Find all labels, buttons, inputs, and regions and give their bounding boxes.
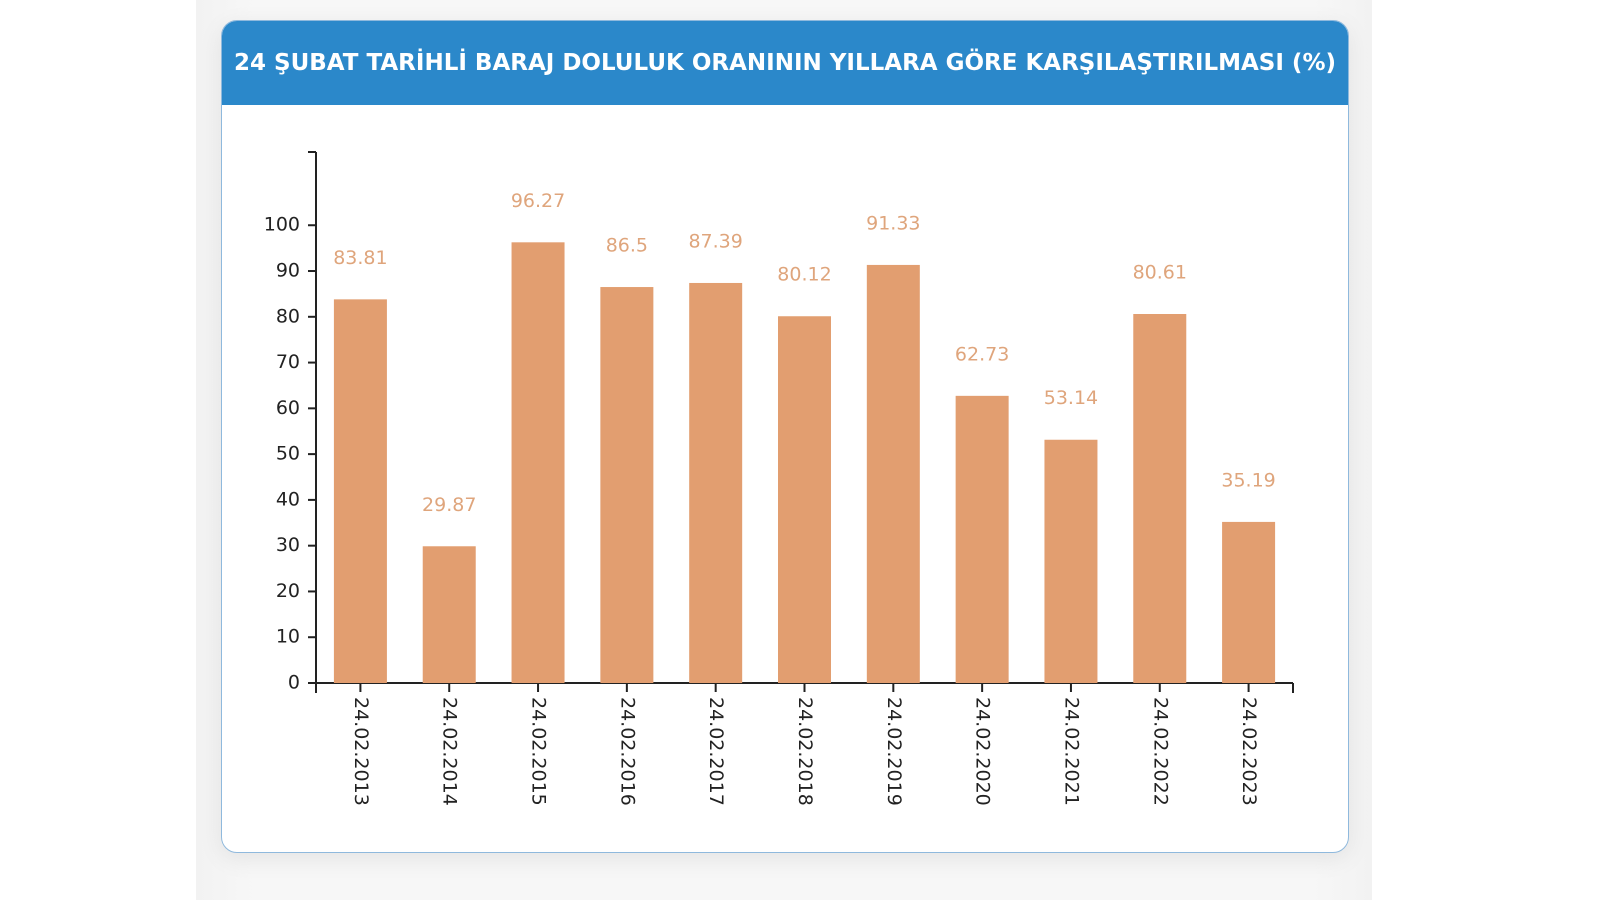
value-label: 53.14 (1044, 387, 1098, 409)
y-tick-label: 90 (276, 260, 300, 282)
x-tick-label: 24.02.2022 (1149, 697, 1171, 806)
chart-title: 24 ŞUBAT TARİHLİ BARAJ DOLULUK ORANININ … (222, 21, 1348, 105)
y-tick-label: 40 (276, 488, 300, 510)
y-tick-label: 60 (276, 397, 300, 419)
bar (866, 264, 920, 683)
value-label: 83.81 (333, 247, 387, 269)
bar (333, 299, 387, 683)
x-tick-label: 24.02.2013 (350, 697, 372, 806)
x-tick-label: 24.02.2015 (528, 697, 550, 806)
value-label: 87.39 (688, 230, 742, 252)
bar (689, 282, 743, 683)
bar (422, 546, 476, 683)
y-tick-label: 100 (264, 214, 300, 236)
bar (1133, 314, 1187, 683)
y-tick-label: 30 (276, 534, 300, 556)
value-label: 80.61 (1133, 262, 1187, 284)
value-label: 91.33 (866, 212, 920, 234)
value-label: 86.5 (606, 235, 648, 257)
bar (955, 395, 1009, 683)
x-tick-label: 24.02.2016 (616, 697, 638, 806)
x-tick-label: 24.02.2018 (794, 697, 816, 806)
bar (600, 287, 654, 683)
y-tick-label: 20 (276, 580, 300, 602)
bar (511, 242, 565, 683)
value-label: 80.12 (777, 264, 831, 286)
bar (778, 316, 831, 683)
bar (1222, 521, 1276, 683)
x-tick-label: 24.02.2020 (972, 697, 994, 806)
value-label: 96.27 (511, 190, 565, 212)
x-tick-label: 24.02.2017 (705, 697, 727, 806)
y-tick-label: 80 (276, 305, 300, 327)
y-tick-label: 70 (276, 351, 300, 373)
y-tick-label: 10 (276, 626, 300, 648)
value-label: 29.87 (422, 494, 476, 516)
bar (1044, 439, 1098, 683)
x-tick-label: 24.02.2021 (1060, 697, 1082, 806)
value-label: 35.19 (1221, 469, 1275, 491)
x-tick-label: 24.02.2019 (883, 697, 905, 806)
value-label: 62.73 (955, 343, 1009, 365)
x-tick-label: 24.02.2023 (1238, 697, 1260, 806)
x-tick-label: 24.02.2014 (439, 697, 461, 806)
y-tick-label: 0 (288, 672, 300, 694)
y-tick-label: 50 (276, 443, 300, 465)
